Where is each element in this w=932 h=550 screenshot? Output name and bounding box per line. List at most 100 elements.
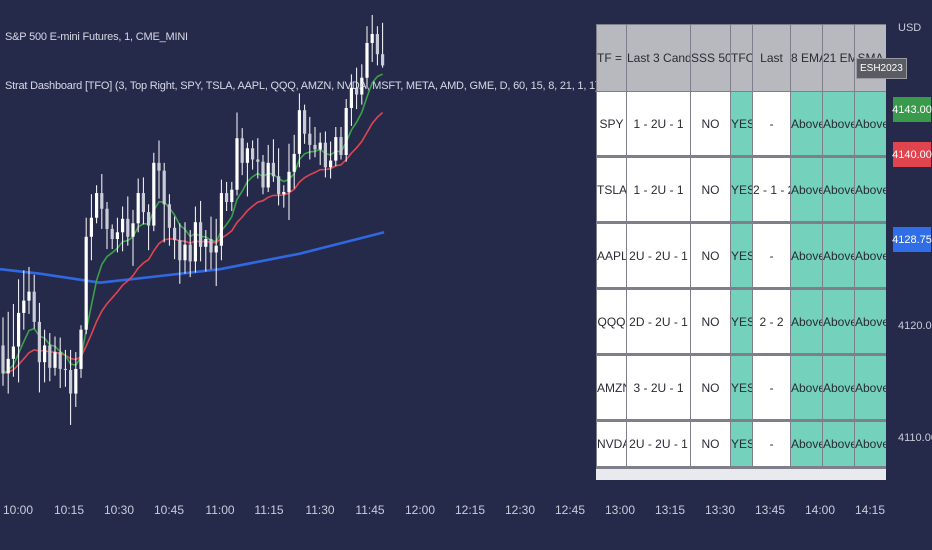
candle-body <box>27 291 31 301</box>
candle-body <box>344 107 348 155</box>
dashboard-cell-ticker: TSLA <box>596 156 627 224</box>
candle-body <box>63 368 67 371</box>
x-axis-label: 10:00 <box>2 503 34 517</box>
candle-body <box>147 212 151 226</box>
x-axis-label: 10:15 <box>53 503 85 517</box>
candle-body <box>69 370 73 394</box>
candle-body <box>121 218 125 233</box>
dashboard-cell-last: 2 - 1 - 2 <box>752 156 791 224</box>
dashboard-header-cell: 21 EMA <box>822 24 855 92</box>
candle-body <box>360 77 364 95</box>
dashboard-cell-ticker: QQQ <box>596 288 627 356</box>
dashboard-header-cell: SSS 50% <box>690 24 731 92</box>
candle-body <box>240 138 244 163</box>
x-axis-label: 11:00 <box>205 503 235 517</box>
dashboard-cell-ema8: Above <box>790 222 823 290</box>
candle-body <box>375 34 379 55</box>
candle-body <box>1 345 5 374</box>
candle-body <box>355 87 359 95</box>
candle-body <box>74 368 78 394</box>
x-axis-label: 13:45 <box>754 503 786 517</box>
candle-body <box>84 236 88 330</box>
dashboard-cell-sss: NO <box>690 420 731 469</box>
dashboard-cell-last3: 2U - 2U - 1 <box>626 222 691 290</box>
dashboard-cell-last: 2 - 2 <box>752 288 791 356</box>
candle-body <box>126 218 130 237</box>
candle-body <box>37 321 41 363</box>
ema-price-badge: 4140.00 <box>892 142 932 167</box>
candle-body <box>53 352 57 368</box>
top-price-badge: 4143.00 <box>892 97 932 122</box>
dashboard-cell-ticker: SPY <box>596 91 627 158</box>
candle-body <box>136 193 140 224</box>
candle-body <box>261 161 265 188</box>
dashboard-header-cell: TF = 1 <box>596 24 627 92</box>
dashboard-cell-ema21: Above <box>822 288 855 356</box>
dashboard-cell-last3: 1 - 2U - 1 <box>626 91 691 158</box>
x-axis-label: 11:45 <box>355 503 385 517</box>
dashboard-cell-tfc: YES <box>730 222 753 290</box>
dashboard-cell-ema21: Above <box>822 156 855 224</box>
candle-body <box>292 153 296 172</box>
dashboard-cell-last3: 2U - 2U - 1 <box>626 420 691 469</box>
candle-body <box>245 148 249 163</box>
candle-body <box>167 204 171 228</box>
candle-body <box>79 329 83 369</box>
y-axis-label: 4120.00 <box>898 320 932 332</box>
candle-body <box>214 245 218 253</box>
dashboard-header-cell: 8 EMA <box>790 24 823 92</box>
candle-body <box>297 110 301 154</box>
dashboard-cell-sma: Above <box>854 420 886 469</box>
dashboard-cell-sss: NO <box>690 222 731 290</box>
dashboard-cell-sma: Above <box>854 222 886 290</box>
candle-body <box>230 189 234 203</box>
dashboard-header-cell: Last <box>752 24 791 92</box>
candle-body <box>173 227 177 241</box>
x-axis-label: 11:30 <box>305 503 335 517</box>
candle-body <box>22 300 26 313</box>
dashboard-cell-ticker: AMZN <box>596 354 627 422</box>
dashboard-cell-ticker: AAPL <box>596 222 627 290</box>
candle-body <box>266 162 270 188</box>
dashboard-cell-sma: Above <box>854 91 886 158</box>
candle-body <box>303 110 307 134</box>
candle-body <box>89 217 93 237</box>
candle-body <box>100 193 104 209</box>
dashboard-cell-tfc: YES <box>730 156 753 224</box>
candle-body <box>193 222 197 262</box>
study-legend[interactable]: Strat Dashboard [TFO] (3, Top Right, SPY… <box>5 80 599 92</box>
candle-body <box>381 54 385 66</box>
dashboard-cell-ema8: Above <box>790 354 823 422</box>
dashboard-cell-last: - <box>752 420 791 469</box>
dashboard-cell-tfc: YES <box>730 354 753 422</box>
dashboard-cell-last: - <box>752 91 791 158</box>
dashboard-cell-ema8: Above <box>790 156 823 224</box>
candle-body <box>287 171 291 192</box>
x-axis-label: 12:30 <box>504 503 536 517</box>
dashboard-cell-ema21: Above <box>822 354 855 422</box>
x-axis-label: 13:15 <box>654 503 686 517</box>
symbol-title[interactable]: S&P 500 E-mini Futures, 1, CME_MINI <box>5 31 188 43</box>
candle-body <box>115 232 119 239</box>
candle-body <box>141 193 145 213</box>
dashboard-cell-tfc: YES <box>730 420 753 469</box>
candle-body <box>370 34 374 43</box>
candle-body <box>48 345 52 368</box>
sma-price-badge: 4128.75 <box>892 227 932 252</box>
dashboard-cell-sss: NO <box>690 91 731 158</box>
dashboard-header-cell: Last 3 Candles <box>626 24 691 92</box>
candle-body <box>157 162 161 171</box>
candle-body <box>131 223 135 237</box>
candle-body <box>183 244 187 261</box>
x-axis-label: 13:00 <box>604 503 636 517</box>
candle-body <box>58 352 62 369</box>
dashboard-cell-ema8: Above <box>790 91 823 158</box>
dashboard-cell-sma: Above <box>854 156 886 224</box>
dashboard-cell-last: - <box>752 354 791 422</box>
candle-body <box>282 191 286 195</box>
